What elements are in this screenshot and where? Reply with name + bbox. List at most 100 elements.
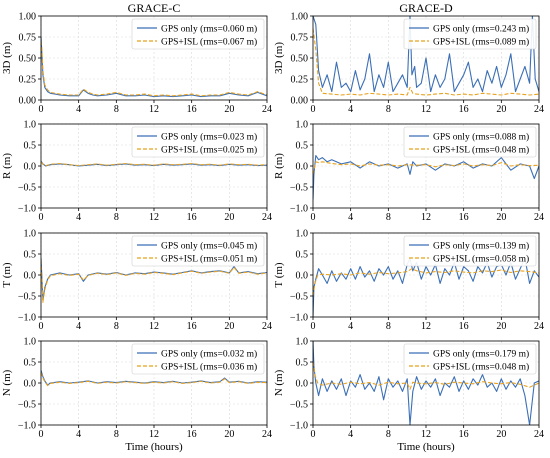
x-tick-label: 12	[149, 104, 159, 115]
series-group	[313, 154, 539, 200]
series-line-gps-isl	[313, 161, 539, 175]
x-tick-label: 20	[224, 429, 234, 440]
legend-label: GPS+ISL (rms=0.036 m)	[161, 362, 257, 373]
legend-box	[403, 126, 537, 158]
x-tick-label: 0	[311, 104, 316, 115]
legend-label: GPS only (rms=0.023 m)	[161, 132, 257, 143]
x-tick-label: 20	[496, 104, 506, 115]
panel-7: 0 4 8 12 16 20 24 −1.0 −0.5 0.0 0.5 1.0 N (m) GPS onl…	[1, 337, 272, 454]
x-tick-label: 16	[459, 104, 469, 115]
series-line-gps-isl	[41, 260, 267, 303]
legend-label: GPS only (rms=0.139 m)	[433, 241, 529, 252]
x-tick-label: 12	[149, 429, 159, 440]
legend: GPS only (rms=0.060 m) GPS+ISL (rms=0.067…	[131, 18, 265, 50]
x-tick-label: 8	[114, 104, 119, 115]
x-tick-label: 4	[348, 212, 353, 223]
panel-2: 0 4 8 12 16 20 24 0.00 0.25 0.50 0.75 1.00 3D (m) GRA…	[273, 1, 544, 115]
x-tick-label: 24	[534, 321, 544, 332]
panel-title: GRACE-D	[399, 1, 453, 15]
x-tick-label: 24	[262, 104, 272, 115]
y-axis-label: N (m)	[1, 369, 13, 396]
x-tick-label: 16	[459, 212, 469, 223]
panel-1: 0 4 8 12 16 20 24 0.00 0.25 0.50 0.75 1.00 3D (m) GRA…	[1, 1, 272, 115]
legend: GPS only (rms=0.139 m) GPS+ISL (rms=0.058…	[403, 235, 537, 267]
y-tick-label: −0.5	[290, 292, 308, 303]
legend: GPS only (rms=0.045 m) GPS+ISL (rms=0.051…	[131, 235, 265, 267]
x-tick-label: 4	[348, 429, 353, 440]
x-tick-label: 4	[348, 104, 353, 115]
y-axis-label: T (m)	[1, 262, 13, 287]
series-line-gps-isl	[313, 268, 539, 297]
x-axis-label: Time (hours)	[125, 441, 183, 453]
x-tick-label: 12	[149, 321, 159, 332]
legend: GPS only (rms=0.032 m) GPS+ISL (rms=0.036…	[131, 343, 265, 375]
x-tick-label: 0	[311, 321, 316, 332]
legend-box	[131, 126, 265, 158]
panel-4: 0 4 8 12 16 20 24 −1.0 −0.5 0.0 0.5 1.0 R (m) GPS onl…	[273, 120, 544, 224]
x-tick-label: 16	[459, 321, 469, 332]
series-line-gps-isl	[41, 161, 267, 167]
legend-label: GPS+ISL (rms=0.089 m)	[433, 37, 529, 48]
series-line-gps-isl	[313, 361, 539, 390]
legend-box	[403, 235, 537, 267]
series-line-gps-only	[41, 36, 267, 98]
series-line-gps-isl	[313, 28, 539, 96]
x-tick-label: 8	[114, 429, 119, 440]
panel-8: 0 4 8 12 16 20 24 −1.0 −0.5 0.0 0.5 1.0 N (m) GPS onl…	[273, 337, 544, 454]
y-axis-label: R (m)	[1, 153, 13, 179]
x-tick-label: 0	[39, 321, 44, 332]
x-tick-label: 20	[496, 321, 506, 332]
x-tick-label: 0	[39, 212, 44, 223]
x-axis-label: Time (hours)	[397, 441, 455, 453]
y-tick-label: −0.5	[18, 400, 36, 411]
legend-label: GPS only (rms=0.045 m)	[161, 241, 257, 252]
series-line-gps-only	[313, 257, 539, 317]
x-tick-label: 12	[421, 212, 431, 223]
x-tick-label: 4	[76, 429, 81, 440]
y-tick-label: 0.75	[19, 33, 37, 44]
y-tick-label: 0.5	[24, 141, 37, 152]
series-group	[41, 160, 267, 167]
y-tick-label: 0.00	[291, 96, 309, 107]
legend-label: GPS+ISL (rms=0.025 m)	[161, 145, 257, 156]
y-tick-label: −1.0	[18, 313, 36, 324]
series-group	[313, 257, 539, 317]
panel-6: 0 4 8 12 16 20 24 −1.0 −0.5 0.0 0.5 1.0 T (m) GPS onl…	[273, 229, 544, 333]
series-line-gps-isl	[41, 41, 267, 97]
x-tick-label: 4	[76, 104, 81, 115]
y-tick-label: 0.5	[24, 250, 37, 261]
x-tick-label: 16	[187, 212, 197, 223]
y-tick-label: 1.0	[24, 229, 37, 240]
y-tick-label: 0.25	[19, 75, 37, 86]
series-group	[41, 258, 267, 303]
x-tick-label: 8	[386, 321, 391, 332]
series-line-gps-only	[313, 154, 539, 200]
x-tick-label: 20	[224, 104, 234, 115]
x-tick-label: 4	[76, 212, 81, 223]
y-tick-label: 0.00	[19, 96, 37, 107]
y-tick-label: 1.00	[19, 12, 37, 23]
x-tick-label: 16	[187, 321, 197, 332]
x-tick-label: 24	[262, 321, 272, 332]
y-tick-label: −1.0	[290, 204, 308, 215]
series-group	[41, 370, 267, 387]
y-tick-label: 0.0	[24, 162, 37, 173]
y-tick-label: 1.0	[296, 120, 309, 131]
x-tick-label: 0	[311, 212, 316, 223]
x-tick-label: 20	[496, 429, 506, 440]
y-tick-label: 1.0	[24, 120, 37, 131]
panel-3: 0 4 8 12 16 20 24 −1.0 −0.5 0.0 0.5 1.0 R (m) GPS onl…	[1, 120, 272, 224]
y-tick-label: 0.0	[24, 271, 37, 282]
legend-box	[131, 235, 265, 267]
series-group	[313, 16, 539, 96]
legend: GPS only (rms=0.243 m) GPS+ISL (rms=0.089…	[403, 18, 537, 50]
x-tick-label: 12	[421, 429, 431, 440]
y-tick-label: 0.0	[296, 162, 309, 173]
y-tick-label: 0.5	[296, 141, 309, 152]
y-axis-label: 3D (m)	[1, 42, 13, 74]
series-line-gps-isl	[41, 372, 267, 387]
legend: GPS only (rms=0.023 m) GPS+ISL (rms=0.025…	[131, 126, 265, 158]
legend-label: GPS+ISL (rms=0.048 m)	[433, 362, 529, 373]
x-tick-label: 20	[224, 321, 234, 332]
